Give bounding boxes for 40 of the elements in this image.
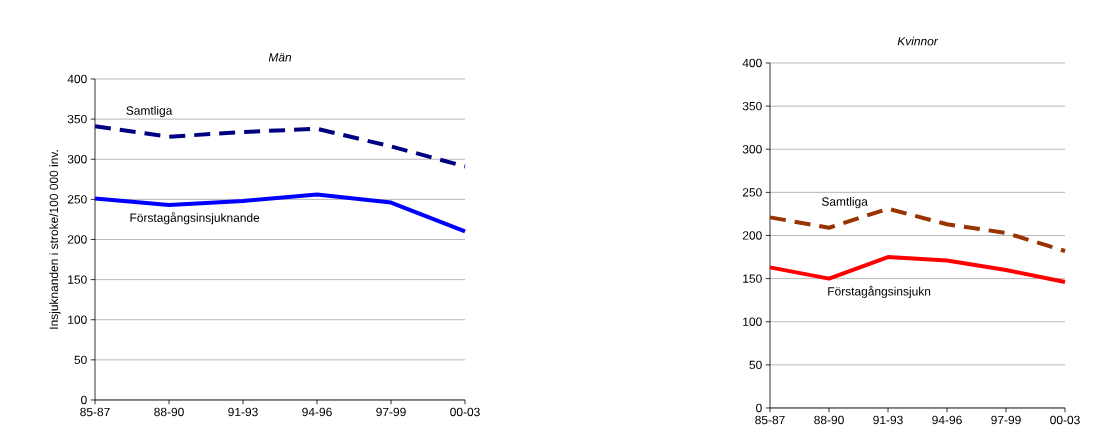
y-tick-label: 300	[67, 155, 87, 164]
y-tick-label: 0	[756, 403, 762, 413]
y-tick-label: 400	[742, 58, 762, 68]
y-tick-label: 0	[81, 395, 87, 405]
y-tick-label: 250	[67, 195, 87, 204]
y-tick-label: 50	[74, 355, 87, 365]
series-label: Förstagångsinsjuknande	[130, 212, 260, 225]
y-tick-label: 200	[67, 235, 87, 244]
y-tick-label: 50	[749, 360, 762, 370]
chart-title: Män	[268, 53, 292, 62]
line-series	[93, 192, 468, 234]
x-tick-label: 97-99	[991, 415, 1021, 425]
y-tick-label: 350	[67, 114, 87, 124]
series-label: Samtliga	[126, 106, 173, 118]
line-series	[93, 124, 468, 169]
x-tick-label: 00-03	[450, 407, 480, 417]
x-tick-label: 94-96	[302, 407, 332, 417]
x-tick-label: 94-96	[932, 415, 962, 425]
y-tick-label: 400	[67, 74, 87, 84]
y-tick-label: 100	[743, 317, 762, 326]
series-label: Samtliga	[821, 197, 868, 209]
chart-title: Kvinnor	[897, 36, 939, 46]
line-series	[768, 255, 1068, 285]
x-tick-label: 97-99	[376, 407, 406, 417]
y-tick-label: 150	[743, 274, 762, 283]
series-label: Förstagångsinsjukn	[828, 285, 931, 298]
y-tick-label: 100	[68, 315, 87, 324]
x-tick-label: 85-87	[755, 415, 785, 425]
y-axis-title: Insjuknanden i stroke/100 000 inv.	[49, 150, 61, 329]
y-tick-label: 150	[68, 275, 87, 284]
x-tick-label: 88-90	[814, 415, 844, 425]
y-tick-label: 300	[742, 145, 762, 154]
x-tick-label: 91-93	[873, 415, 903, 425]
x-tick-label: 91-93	[228, 407, 258, 417]
y-tick-label: 250	[742, 188, 762, 197]
x-tick-label: 00-03	[1050, 415, 1080, 425]
y-tick-label: 200	[742, 231, 762, 240]
x-tick-label: 85-87	[80, 407, 110, 417]
x-tick-label: 88-90	[154, 407, 184, 417]
y-tick-label: 350	[742, 101, 762, 111]
